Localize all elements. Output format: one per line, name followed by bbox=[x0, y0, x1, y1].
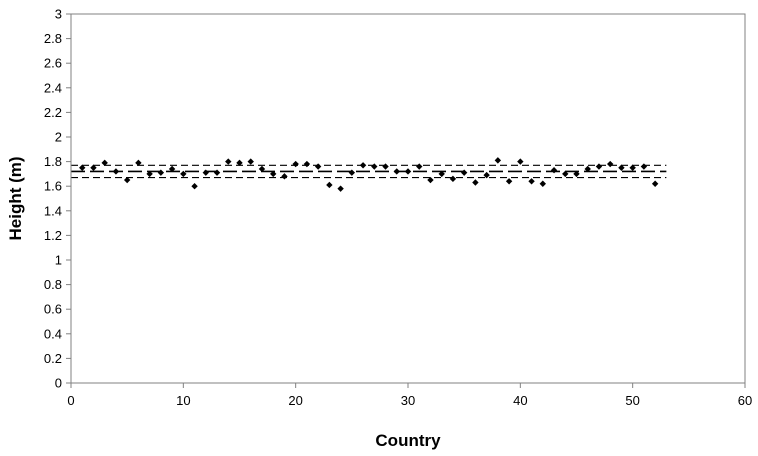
data-point bbox=[146, 170, 153, 178]
data-point bbox=[270, 170, 277, 178]
y-tick-label: 0.2 bbox=[44, 351, 62, 366]
y-tick-label: 1 bbox=[55, 253, 62, 268]
data-point bbox=[573, 170, 580, 178]
data-point bbox=[618, 164, 625, 171]
data-point bbox=[629, 164, 636, 171]
data-point bbox=[281, 173, 288, 180]
data-point bbox=[326, 181, 333, 189]
data-point bbox=[494, 157, 502, 164]
data-point bbox=[371, 163, 378, 170]
data-point bbox=[393, 168, 400, 175]
y-tick-label: 0.8 bbox=[44, 277, 62, 292]
y-tick-label: 1.6 bbox=[44, 179, 62, 194]
data-point bbox=[416, 163, 423, 170]
y-tick-label: 2.4 bbox=[44, 80, 62, 95]
y-tick-label: 0 bbox=[55, 376, 62, 391]
data-point bbox=[449, 175, 457, 183]
data-point bbox=[225, 158, 232, 165]
y-tick-label: 0.6 bbox=[44, 302, 62, 317]
y-tick-label: 2.8 bbox=[44, 31, 62, 46]
data-point bbox=[595, 163, 603, 170]
axes bbox=[66, 13, 746, 388]
data-point bbox=[348, 169, 356, 176]
data-point bbox=[168, 165, 176, 173]
x-tick-label: 50 bbox=[625, 393, 639, 408]
data-point bbox=[550, 167, 558, 174]
y-tick-label: 2.2 bbox=[44, 105, 62, 120]
data-point bbox=[382, 163, 389, 170]
data-point bbox=[247, 158, 254, 165]
data-point bbox=[258, 165, 266, 173]
data-point bbox=[101, 159, 108, 167]
y-tick-label: 3 bbox=[55, 7, 62, 22]
plot-frame bbox=[70, 13, 746, 384]
data-point bbox=[180, 170, 187, 178]
data-point bbox=[472, 179, 479, 186]
y-tick-label: 2 bbox=[55, 130, 62, 145]
data-points bbox=[79, 157, 659, 192]
data-point bbox=[337, 185, 344, 192]
data-point bbox=[191, 183, 198, 190]
data-point bbox=[213, 169, 221, 176]
data-point bbox=[79, 164, 86, 171]
data-point bbox=[539, 180, 546, 187]
x-tick-label: 30 bbox=[401, 393, 415, 408]
data-point bbox=[90, 164, 97, 171]
x-tick-label: 0 bbox=[67, 393, 74, 408]
data-point bbox=[427, 176, 434, 184]
data-point bbox=[562, 170, 569, 178]
data-point bbox=[236, 159, 243, 167]
data-point bbox=[438, 170, 445, 178]
y-tick-label: 1.8 bbox=[44, 154, 62, 169]
tick-labels: 0 0.2 0.4 0.6 0.8 1 1.2 1.4 1.6 1.8 2 2.2 2.4 2.6 2.8 3… bbox=[44, 7, 752, 409]
data-point bbox=[112, 168, 120, 175]
y-axis-title: Height (m) bbox=[6, 156, 25, 240]
data-point bbox=[505, 178, 513, 185]
data-point bbox=[202, 169, 209, 176]
data-point bbox=[292, 160, 299, 168]
y-tick-label: 1.2 bbox=[44, 228, 62, 243]
y-tick-label: 0.4 bbox=[44, 326, 62, 341]
data-point bbox=[123, 176, 131, 184]
x-tick-label: 40 bbox=[513, 393, 527, 408]
x-axis-title: Country bbox=[375, 431, 441, 450]
reference-lines bbox=[71, 164, 667, 179]
data-point bbox=[607, 160, 614, 168]
y-tick-label: 1.4 bbox=[44, 203, 62, 218]
data-point bbox=[460, 169, 468, 176]
x-tick-label: 10 bbox=[176, 393, 190, 408]
x-tick-label: 60 bbox=[738, 393, 752, 408]
data-point bbox=[359, 162, 367, 169]
data-point bbox=[483, 171, 490, 179]
data-point bbox=[651, 180, 659, 187]
data-point bbox=[303, 160, 311, 168]
data-point bbox=[517, 158, 524, 165]
data-point bbox=[404, 168, 412, 175]
y-tick-label: 2.6 bbox=[44, 56, 62, 71]
plot-area bbox=[70, 13, 746, 384]
data-point bbox=[640, 163, 648, 170]
x-tick-label: 20 bbox=[288, 393, 302, 408]
data-point bbox=[314, 163, 322, 170]
data-point bbox=[157, 169, 165, 176]
data-point bbox=[528, 178, 535, 185]
data-point bbox=[135, 159, 142, 167]
data-point bbox=[584, 165, 591, 173]
